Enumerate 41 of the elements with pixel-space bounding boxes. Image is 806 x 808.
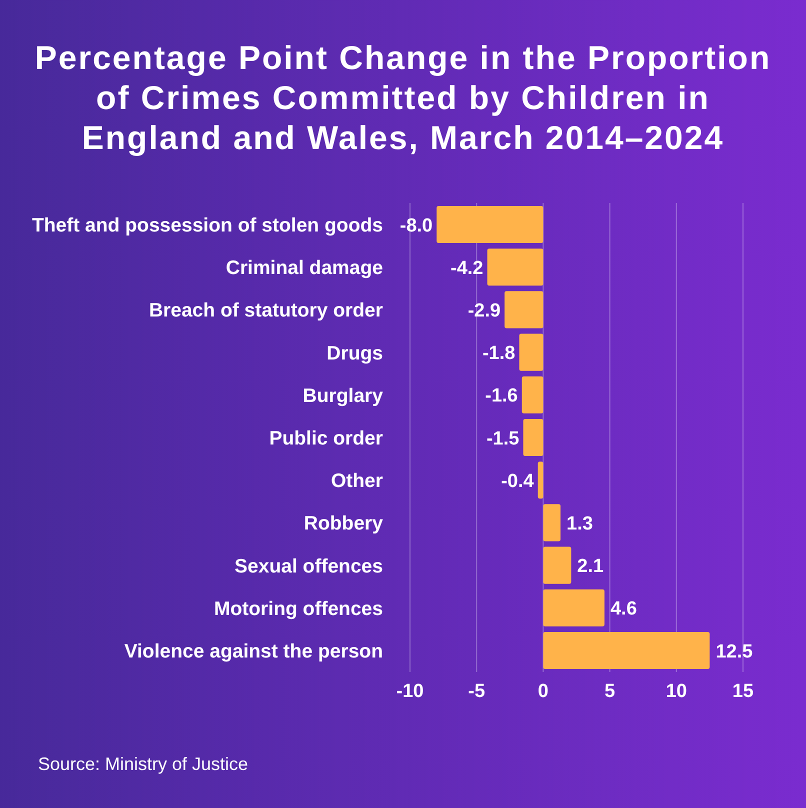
bar: [519, 334, 544, 371]
x-tick-label: 5: [604, 681, 616, 702]
bar: [543, 504, 561, 542]
bar: [522, 376, 544, 414]
bar: [436, 206, 544, 244]
x-tick-label: 0: [538, 681, 548, 702]
bar: [487, 248, 544, 286]
y-tick-label: Theft and possession of stolen goods: [32, 214, 384, 237]
x-tick-label: 15: [732, 681, 754, 702]
data-label: -8.0: [400, 215, 433, 236]
data-label: 1.3: [566, 514, 593, 535]
bar: [543, 632, 710, 670]
chart-title: Percentage Point Change in the Proportion of Crimes Committed by Children in England and Wales, March 2014–2024: [34, 39, 772, 156]
bar: [538, 462, 544, 499]
y-tick-label: Drugs: [326, 342, 384, 364]
y-tick-label: Motoring offences: [214, 598, 384, 620]
data-label: -1.6: [485, 386, 518, 407]
source-note: Source: Ministry of Justice: [38, 754, 248, 774]
y-tick-label: Sexual offences: [234, 555, 384, 578]
bar: [523, 418, 544, 456]
y-tick-label: Burglary: [302, 384, 384, 407]
y-tick-label: Violence against the person: [124, 640, 383, 663]
data-label: 12.5: [716, 641, 754, 662]
data-label: 2.1: [577, 556, 604, 578]
bar: [504, 291, 544, 328]
y-tick-label: Public order: [269, 428, 384, 450]
data-label: -1.5: [486, 428, 520, 450]
data-label: -0.4: [501, 470, 534, 492]
x-tick-label: -10: [396, 681, 424, 702]
data-label: -2.9: [468, 300, 501, 322]
x-tick-label: 10: [666, 681, 687, 702]
data-label: -1.8: [482, 343, 516, 364]
y-tick-label: Criminal damage: [226, 257, 384, 280]
x-tick-label: -5: [468, 681, 486, 702]
data-label: -4.2: [450, 258, 484, 279]
y-tick-label: Robbery: [304, 512, 384, 535]
y-tick-label: Breach of statutory order: [148, 300, 384, 322]
data-label: 4.6: [610, 598, 637, 620]
y-tick-label: Other: [330, 470, 384, 492]
bar: [543, 546, 572, 584]
bar: [543, 589, 604, 626]
